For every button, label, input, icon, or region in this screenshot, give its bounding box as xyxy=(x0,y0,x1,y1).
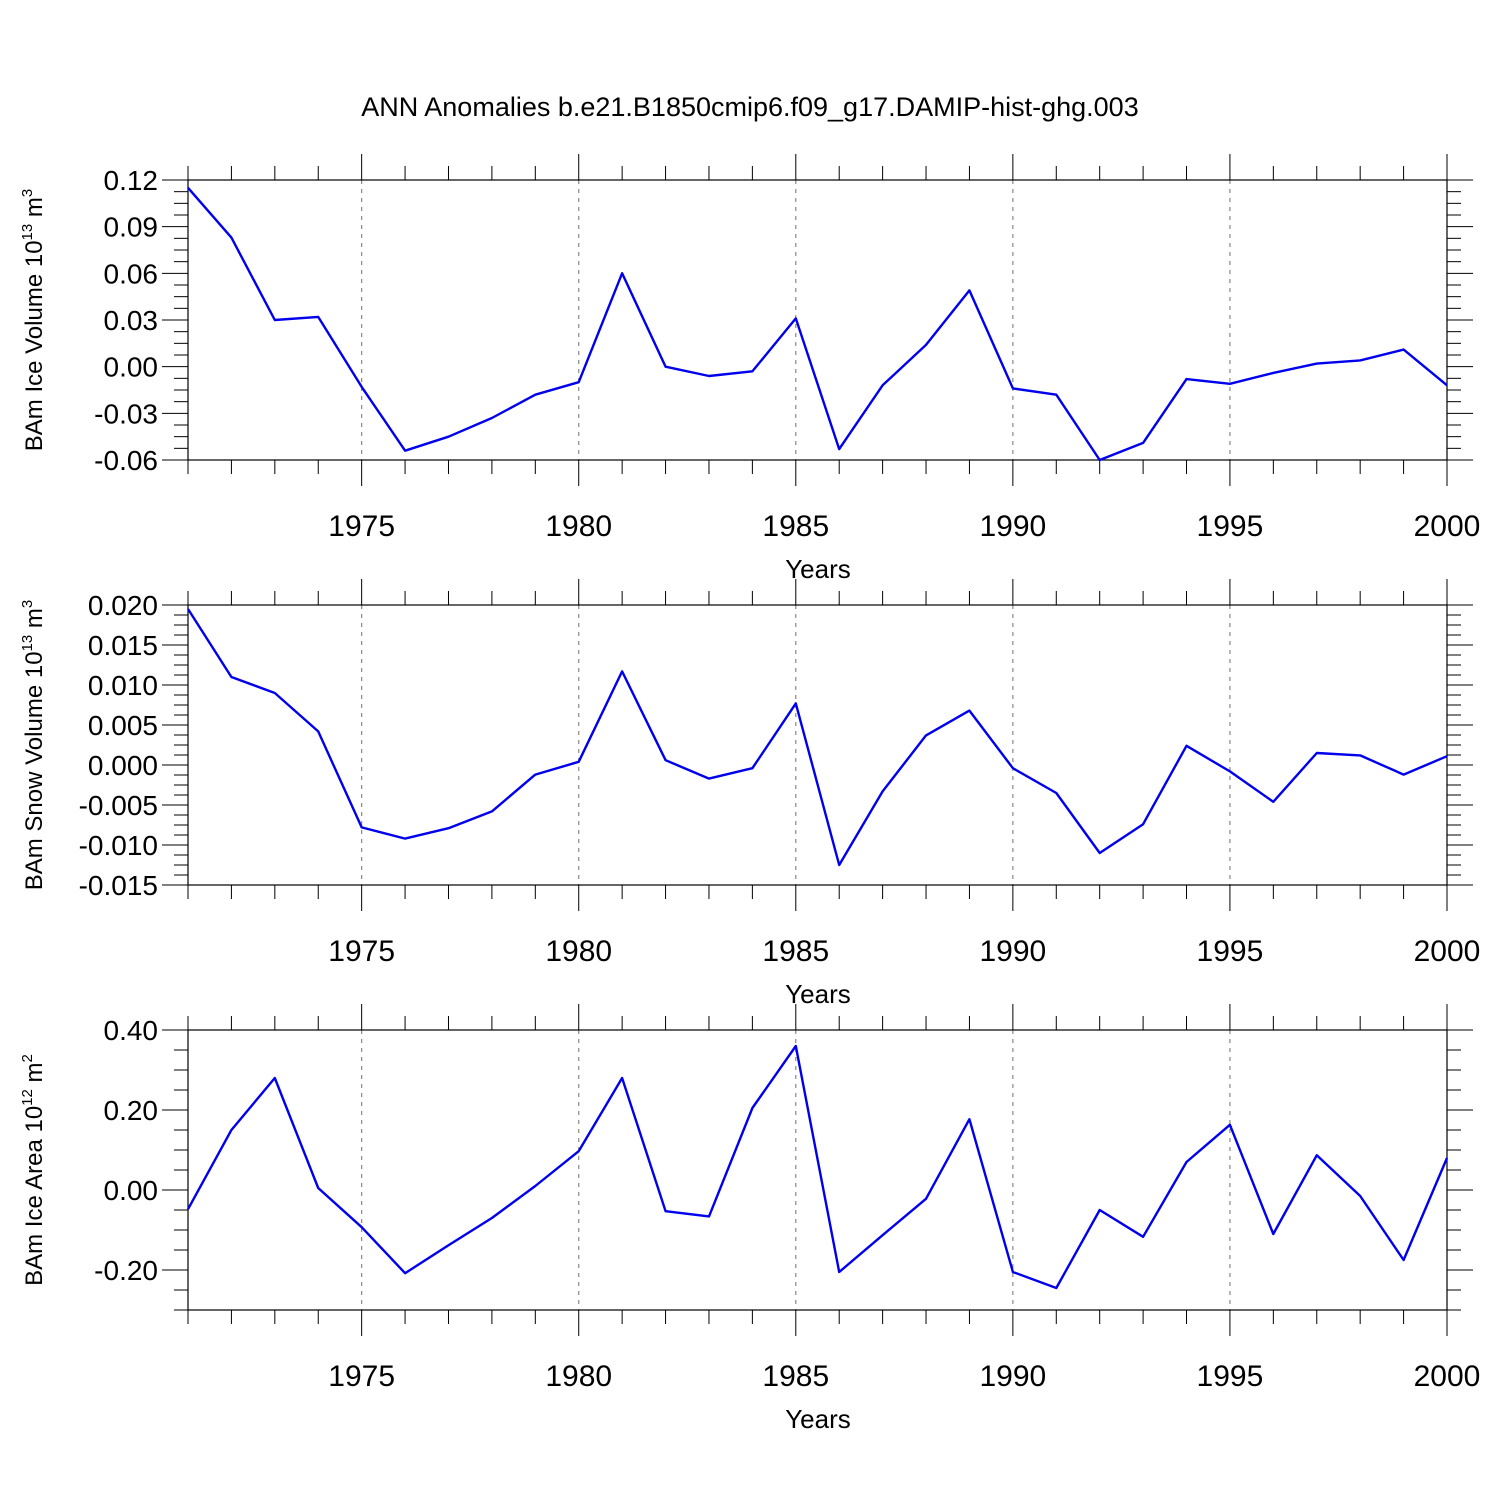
y-axis-label: BAm Ice Area 1012 m2 xyxy=(19,1054,48,1286)
y-axis-label: BAm Ice Volume 1013 m3 xyxy=(19,189,48,451)
x-tick-label: 2000 xyxy=(1414,510,1481,543)
y-tick-label: -0.015 xyxy=(79,870,158,901)
y-label-unit-exponent: 3 xyxy=(19,189,36,197)
y-tick-label: 0.12 xyxy=(104,165,159,196)
y-label-text: BAm Snow Volume 10 xyxy=(21,651,48,890)
panel-3: 1975 1980 1985 1990 1995 2000 0.40 0.20 0.00 -0.2… xyxy=(19,1004,1480,1434)
y-tick-label: 0.09 xyxy=(104,212,159,243)
y-label-unit: m xyxy=(21,197,48,224)
plot-frame xyxy=(187,1029,1448,1311)
x-tick-label: 1985 xyxy=(762,510,829,543)
chart-title: ANN Anomalies b.e21.B1850cmip6.f09_g17.D… xyxy=(361,92,1138,122)
y-tick-label: 0.015 xyxy=(88,630,158,661)
y-label-text: BAm Ice Area 10 xyxy=(21,1106,48,1286)
y-label-unit: m xyxy=(21,608,48,635)
x-tick-label: 1975 xyxy=(328,1360,395,1393)
x-axis-label: Years xyxy=(785,979,851,1009)
series-line xyxy=(186,1044,1449,1290)
x-tick-label: 1995 xyxy=(1197,510,1264,543)
x-tick-label: 1990 xyxy=(979,510,1046,543)
x-tick-label: 1990 xyxy=(979,935,1046,968)
x-tick-label: 1980 xyxy=(545,935,612,968)
x-tick-label: 1975 xyxy=(328,935,395,968)
y-tick-label: -0.010 xyxy=(79,830,158,861)
y-tick-label: 0.00 xyxy=(104,352,159,383)
x-tick-label: 2000 xyxy=(1414,1360,1481,1393)
y-tick-label: 0.03 xyxy=(104,305,159,336)
y-axis-label: BAm Snow Volume 1013 m3 xyxy=(19,600,48,891)
y-tick-label: 0.005 xyxy=(88,710,158,741)
x-tick-label: 1990 xyxy=(979,1360,1046,1393)
x-tick-label: 1995 xyxy=(1197,935,1264,968)
series-line xyxy=(186,608,1448,867)
x-tick-label: 1985 xyxy=(762,1360,829,1393)
y-tick-label: 0.00 xyxy=(104,1175,159,1206)
panel-1: 1975 1980 1985 1990 1995 2000 0.12 0.09 0.06 0.03… xyxy=(19,154,1480,584)
y-tick-label: 0.40 xyxy=(104,1015,159,1046)
y-label-text: BAm Ice Volume 10 xyxy=(21,240,48,451)
y-label-exponent: 12 xyxy=(19,1089,36,1106)
y-tick-label: 0.20 xyxy=(104,1095,159,1126)
y-tick-label: 0.010 xyxy=(88,670,158,701)
y-label-unit-exponent: 3 xyxy=(19,600,36,608)
y-label-exponent: 13 xyxy=(19,224,36,241)
y-tick-label: -0.06 xyxy=(94,445,158,476)
y-tick-label: 0.000 xyxy=(88,750,158,781)
y-tick-label: -0.20 xyxy=(94,1255,158,1286)
plot-frame xyxy=(187,604,1448,886)
y-tick-label: -0.03 xyxy=(94,398,158,429)
y-label-unit: m xyxy=(21,1062,48,1089)
y-tick-label: 0.020 xyxy=(88,590,158,621)
series-line xyxy=(187,187,1448,462)
x-tick-label: 1980 xyxy=(545,510,612,543)
x-tick-label: 1980 xyxy=(545,1360,612,1393)
x-axis-label: Years xyxy=(785,1404,851,1434)
panel-2: 1975 1980 1985 1990 1995 2000 0.020 0.015 0.010 0… xyxy=(19,579,1480,1009)
y-tick-label: 0.06 xyxy=(104,258,159,289)
plot-frame xyxy=(187,179,1448,461)
x-axis-label: Years xyxy=(785,554,851,584)
y-label-exponent: 13 xyxy=(19,635,36,652)
y-label-unit-exponent: 2 xyxy=(19,1054,36,1062)
x-tick-label: 1995 xyxy=(1197,1360,1264,1393)
panels: 1975 1980 1985 1990 1995 2000 0.12 0.09 0.06 0.03… xyxy=(19,154,1480,1434)
y-tick-label: -0.005 xyxy=(79,790,158,821)
x-tick-label: 2000 xyxy=(1414,935,1481,968)
x-tick-label: 1975 xyxy=(328,510,395,543)
x-tick-label: 1985 xyxy=(762,935,829,968)
